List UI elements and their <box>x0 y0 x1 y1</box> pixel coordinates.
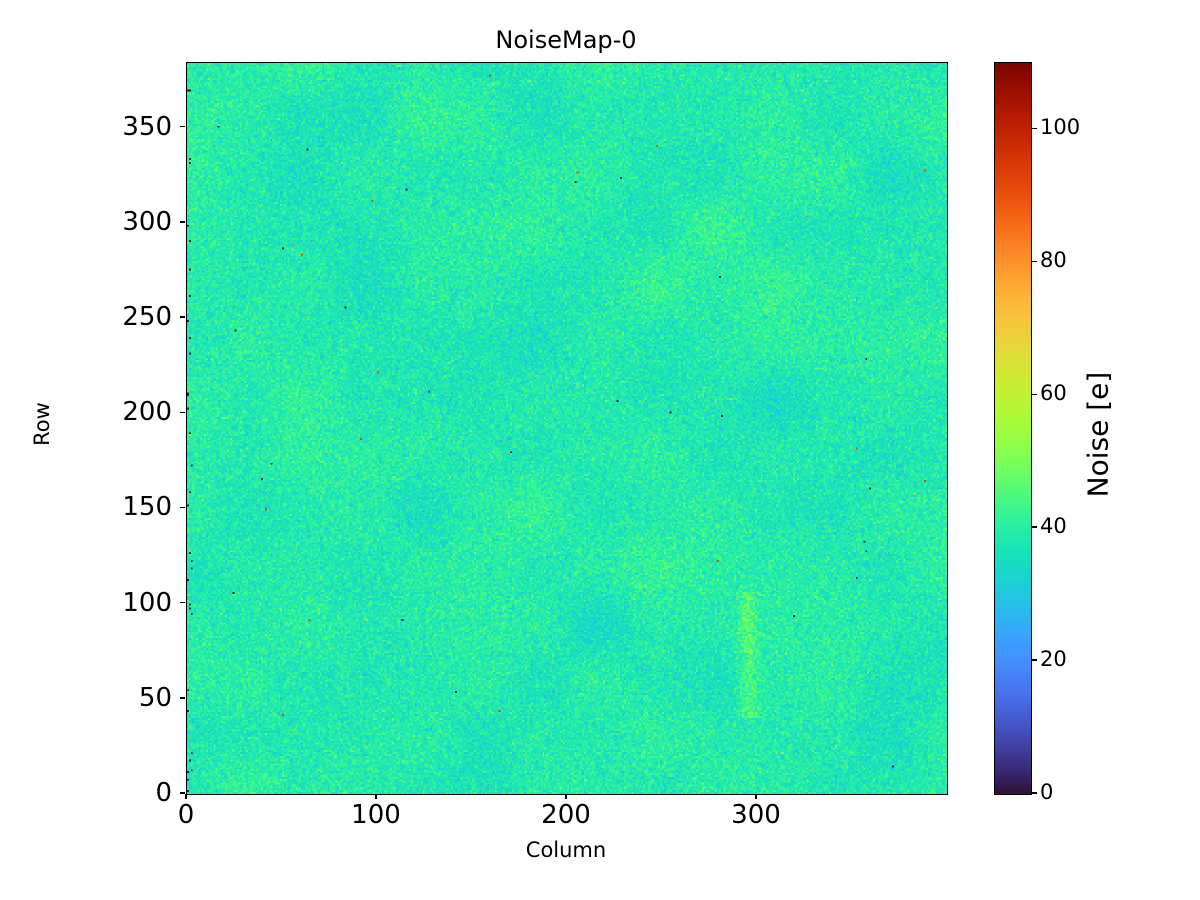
x-tick-mark <box>755 794 757 799</box>
colorbar-gradient[interactable] <box>995 63 1031 794</box>
y-tick-label: 0 <box>155 778 172 808</box>
y-tick-label: 100 <box>122 587 172 618</box>
colorbar-tick-label: 0 <box>1040 780 1054 804</box>
colorbar-tick-mark <box>1032 393 1037 395</box>
y-tick-mark <box>180 221 185 223</box>
y-tick-label: 200 <box>122 397 172 428</box>
x-tick-label: 200 <box>541 800 591 830</box>
y-tick-label: 50 <box>138 682 172 713</box>
y-tick-mark <box>180 316 185 318</box>
colorbar-tick-mark <box>1032 127 1037 130</box>
y-tick-label: 350 <box>122 111 172 142</box>
colorbar-tick-mark <box>1032 260 1037 263</box>
colorbar-tick-label: 100 <box>1040 115 1081 140</box>
heatmap-axes[interactable] <box>186 62 948 795</box>
y-tick-mark <box>180 792 185 794</box>
x-tick-mark <box>565 794 567 799</box>
x-tick-label: 300 <box>731 800 781 830</box>
y-tick-label: 150 <box>122 492 172 523</box>
y-tick-mark <box>180 697 185 699</box>
x-tick-label: 100 <box>351 800 401 830</box>
y-tick-mark <box>180 506 185 509</box>
y-tick-mark <box>180 411 185 413</box>
y-tick-mark <box>180 601 185 604</box>
y-axis-label: Row <box>30 402 54 446</box>
colorbar-tick-label: 40 <box>1040 514 1067 539</box>
colorbar-tick-label: 80 <box>1040 248 1067 273</box>
colorbar-tick-mark <box>1032 526 1037 528</box>
colorbar-tick-label: 60 <box>1040 381 1067 406</box>
x-tick-mark <box>185 794 187 799</box>
x-axis-label: Column <box>525 838 607 862</box>
y-tick-label: 250 <box>122 302 172 333</box>
x-tick-mark <box>375 794 377 799</box>
x-tick-label: 0 <box>177 800 195 830</box>
colorbar-label: Noise [e] <box>1081 371 1115 498</box>
colorbar-tick-mark <box>1032 792 1037 794</box>
colorbar[interactable] <box>994 62 1032 795</box>
y-tick-mark <box>180 126 185 128</box>
page-title: NoiseMap-0 <box>495 26 637 54</box>
colorbar-tick-label: 20 <box>1040 647 1067 672</box>
colorbar-tick-mark <box>1032 659 1037 661</box>
noise-map-heatmap[interactable] <box>187 63 947 794</box>
y-tick-label: 300 <box>122 206 172 237</box>
